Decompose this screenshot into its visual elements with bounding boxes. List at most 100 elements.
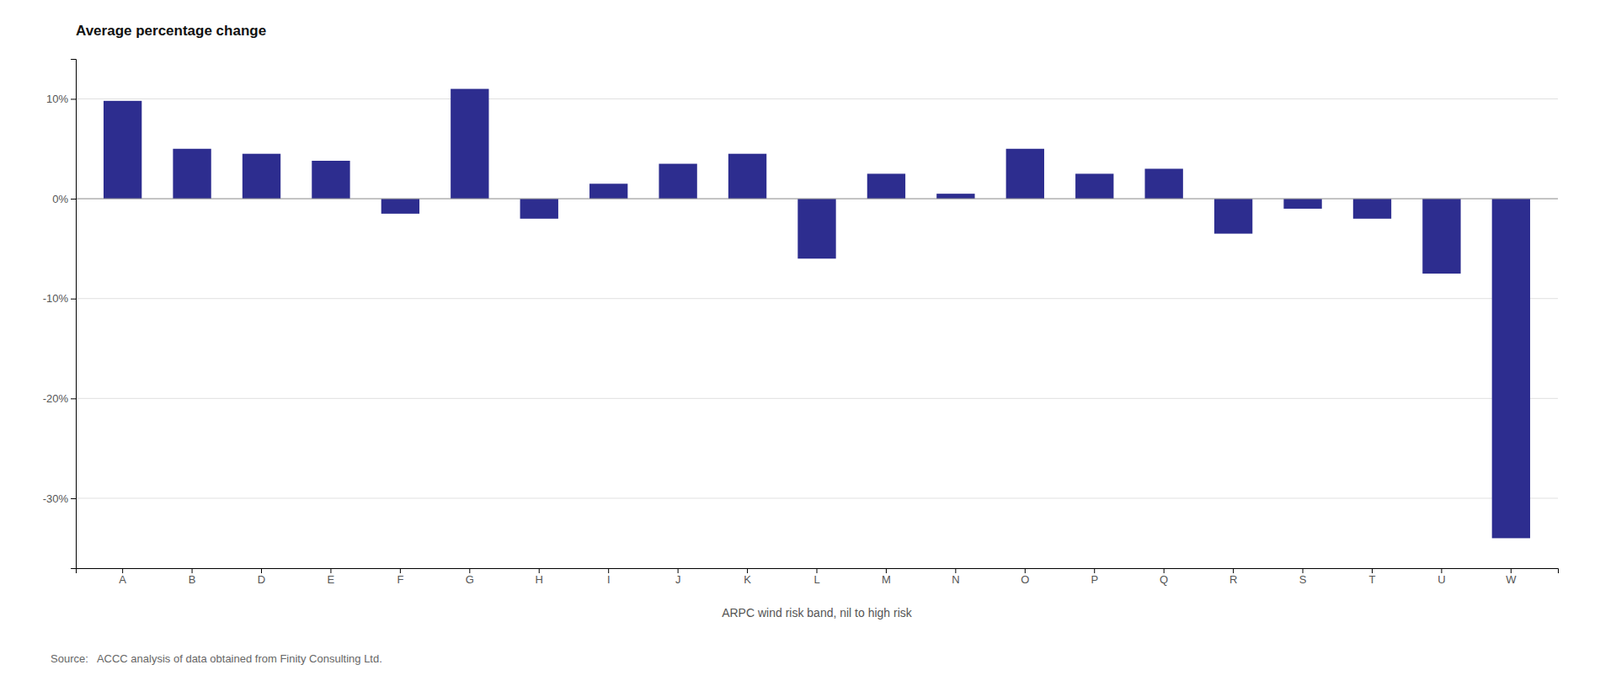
x-tick-label: G: [465, 573, 475, 587]
x-tick-mark: [885, 568, 887, 574]
bar: [450, 89, 489, 199]
y-tick-mark: [70, 198, 76, 200]
x-tick-label: A: [118, 573, 127, 587]
bar: [1492, 198, 1531, 539]
y-axis-line: [70, 59, 77, 570]
x-tick-label: W: [1505, 573, 1517, 587]
x-tick-label: R: [1229, 573, 1238, 587]
x-tick-label: E: [327, 573, 336, 587]
x-tick-label: D: [257, 573, 266, 587]
grid-line: [75, 497, 1558, 499]
bar: [1145, 168, 1184, 199]
x-tick-label: F: [396, 573, 404, 587]
y-tick: 0%: [52, 192, 76, 206]
x-tick: T: [1369, 568, 1376, 587]
grid-line: [75, 398, 1558, 400]
x-tick: G: [465, 568, 475, 587]
x-tick: J: [675, 568, 682, 587]
x-tick: M: [881, 568, 891, 587]
x-tick-mark: [330, 568, 331, 574]
x-axis: ABDEFGHIJKLMNOPQRSTUW: [76, 568, 1559, 587]
x-tick: Q: [1159, 568, 1168, 587]
x-tick-mark: [122, 568, 123, 574]
x-tick-label: J: [675, 573, 682, 587]
x-tick-mark: [746, 568, 748, 574]
bar: [797, 198, 836, 259]
y-tick-mark: [70, 398, 76, 400]
x-tick-mark: [192, 568, 193, 574]
x-tick: R: [1229, 568, 1238, 587]
bar: [242, 154, 281, 199]
x-tick: H: [535, 568, 544, 587]
x-tick-mark: [1302, 568, 1304, 574]
title: Average percentage change: [75, 22, 267, 39]
bar: [936, 193, 975, 199]
y-tick: -30%: [42, 492, 76, 506]
y-tick-mark: [70, 298, 76, 300]
bar: [1353, 198, 1392, 219]
x-tick-mark: [400, 568, 401, 574]
x-tick-mark: [1510, 568, 1512, 574]
x-axis-title: ARPC wind risk band, nil to high risk: [721, 606, 913, 620]
x-tick-mark: [608, 568, 609, 574]
y-tick-mark: [70, 98, 76, 100]
x-tick-mark: [1232, 568, 1234, 574]
y-tick-label: -20%: [42, 392, 70, 406]
y-axis: 10% 0% -10% -20% -30%: [42, 59, 77, 570]
x-tick-label: L: [813, 573, 820, 587]
x-axis-line: [76, 569, 1559, 575]
x-tick-mark: [1440, 568, 1442, 574]
y-tick-label: 0%: [52, 192, 69, 206]
x-tick-label: P: [1090, 573, 1099, 587]
x-tick-mark: [261, 568, 262, 574]
x-tick-label: O: [1020, 573, 1030, 587]
y-tick-label: -10%: [42, 292, 70, 305]
source: Source: ACCC analysis of data obtained f…: [50, 652, 383, 666]
x-tick: D: [257, 568, 266, 587]
bar: [311, 160, 350, 199]
bars: [103, 89, 1531, 539]
grid-line: [75, 298, 1558, 299]
x-tick: K: [743, 568, 752, 587]
x-tick-mark: [1024, 568, 1026, 574]
bar: [1075, 173, 1114, 199]
x-tick: B: [188, 568, 197, 587]
x-tick-mark: [816, 568, 818, 574]
bar: [103, 101, 142, 199]
x-tick-mark: [1093, 568, 1095, 574]
bar: [381, 198, 420, 214]
x-tick: F: [396, 568, 404, 587]
x-tick-label: N: [951, 573, 960, 587]
x-tick-label: M: [881, 573, 891, 587]
y-tick: 10%: [46, 92, 76, 106]
x-tick-label: S: [1299, 573, 1307, 587]
x-tick-label: U: [1437, 573, 1446, 587]
y-tick-label: 10%: [46, 92, 69, 106]
bar: [728, 154, 767, 199]
bar: [658, 164, 697, 200]
grid: [75, 98, 1558, 499]
x-tick-mark: [538, 568, 540, 574]
y-tick: -20%: [42, 392, 76, 406]
x-tick-mark: [954, 568, 956, 574]
bar: [1006, 149, 1045, 199]
grid-line: [75, 198, 1558, 200]
x-tick-label: B: [188, 573, 197, 587]
grid-line: [75, 98, 1558, 100]
x-tick-label: H: [535, 573, 544, 587]
zero-line: [75, 198, 1558, 200]
x-tick: W: [1505, 568, 1517, 587]
x-tick: E: [327, 568, 336, 587]
x-tick: L: [813, 568, 820, 587]
x-tick-label: T: [1369, 573, 1376, 587]
bar: [1214, 198, 1253, 235]
bar: [867, 173, 906, 199]
x-tick-mark: [677, 568, 679, 574]
x-tick-label: K: [743, 573, 752, 587]
chart: 10%0%-10%-20%-30%ABDEFGHIJKLMNOPQRSTUWAR…: [0, 0, 1600, 686]
x-tick-label: Q: [1159, 573, 1168, 587]
x-tick-mark: [1371, 568, 1373, 574]
x-tick: P: [1090, 568, 1099, 587]
y-tick: -10%: [42, 292, 76, 305]
bar: [589, 183, 628, 199]
